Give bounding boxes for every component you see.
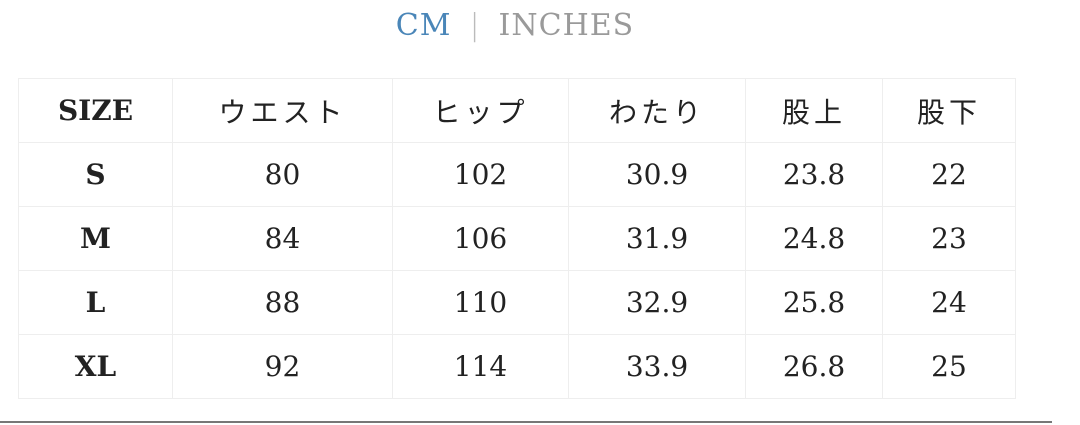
table-row: M 84 106 31.9 24.8 23 bbox=[18, 206, 1016, 271]
table-row: S 80 102 30.9 23.8 22 bbox=[18, 142, 1016, 207]
header-inseam: 股下 bbox=[882, 78, 1016, 143]
cell-waist: 92 bbox=[172, 334, 393, 399]
cell-thigh: 33.9 bbox=[568, 334, 746, 399]
cell-rise: 26.8 bbox=[745, 334, 883, 399]
cell-size: S bbox=[18, 142, 173, 207]
cell-inseam: 25 bbox=[882, 334, 1016, 399]
cell-size: M bbox=[18, 206, 173, 271]
header-size: SIZE bbox=[18, 78, 173, 143]
unit-separator: | bbox=[469, 8, 481, 43]
cell-inseam: 23 bbox=[882, 206, 1016, 271]
unit-cm-button[interactable]: CM bbox=[395, 8, 452, 43]
cell-rise: 25.8 bbox=[745, 270, 883, 335]
cell-inseam: 22 bbox=[882, 142, 1016, 207]
cell-hip: 114 bbox=[392, 334, 569, 399]
cell-thigh: 31.9 bbox=[568, 206, 746, 271]
divider bbox=[0, 421, 1052, 423]
cell-size: XL bbox=[18, 334, 173, 399]
header-row: SIZE ウエスト ヒップ わたり 股上 股下 bbox=[18, 78, 1016, 143]
cell-size: L bbox=[18, 270, 173, 335]
cell-thigh: 32.9 bbox=[568, 270, 746, 335]
table-row: L 88 110 32.9 25.8 24 bbox=[18, 270, 1016, 335]
header-hip: ヒップ bbox=[392, 78, 569, 143]
cell-hip: 106 bbox=[392, 206, 569, 271]
cell-waist: 84 bbox=[172, 206, 393, 271]
header-rise: 股上 bbox=[745, 78, 883, 143]
header-thigh: わたり bbox=[568, 78, 746, 143]
unit-toggle: CM | INCHES bbox=[0, 8, 1030, 43]
table-row: XL 92 114 33.9 26.8 25 bbox=[18, 334, 1016, 399]
unit-inches-button[interactable]: INCHES bbox=[498, 8, 635, 43]
cell-rise: 23.8 bbox=[745, 142, 883, 207]
cell-thigh: 30.9 bbox=[568, 142, 746, 207]
cell-waist: 88 bbox=[172, 270, 393, 335]
header-waist: ウエスト bbox=[172, 78, 393, 143]
cell-hip: 110 bbox=[392, 270, 569, 335]
cell-waist: 80 bbox=[172, 142, 393, 207]
cell-rise: 24.8 bbox=[745, 206, 883, 271]
size-chart-table: SIZE ウエスト ヒップ わたり 股上 股下 S 80 102 30.9 23.8 22… bbox=[18, 78, 1016, 399]
cell-hip: 102 bbox=[392, 142, 569, 207]
cell-inseam: 24 bbox=[882, 270, 1016, 335]
